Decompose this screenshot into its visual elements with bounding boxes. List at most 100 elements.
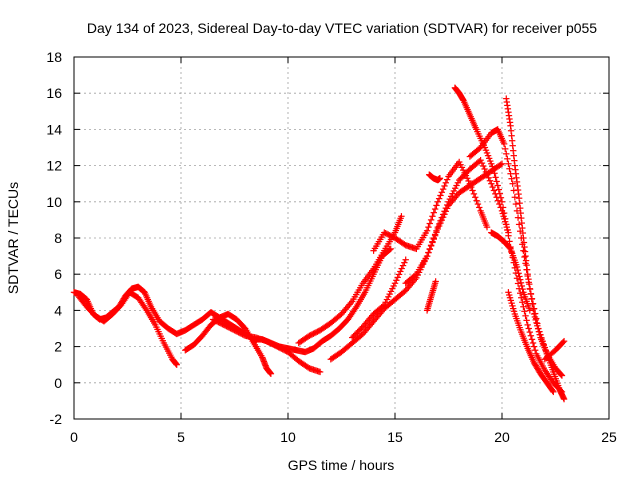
series-track-12	[503, 95, 568, 403]
x-tick-label: 10	[280, 429, 296, 445]
data-point-marker	[393, 277, 400, 284]
data-point-marker	[506, 238, 513, 245]
data-point-marker	[441, 208, 448, 215]
data-point-marker	[386, 246, 393, 253]
data-point-marker	[435, 195, 443, 202]
data-point-marker	[438, 214, 446, 221]
data-point-marker	[482, 168, 490, 176]
data-point-marker	[489, 183, 496, 191]
data-point-marker	[476, 204, 483, 211]
series-track-6	[327, 160, 506, 363]
series-track-13	[505, 289, 557, 396]
data-point-marker	[502, 145, 509, 153]
data-point-marker	[466, 180, 474, 187]
y-tick-label: 10	[46, 194, 62, 210]
data-point-marker	[530, 305, 537, 313]
data-point-marker	[526, 307, 534, 314]
data-point-marker	[495, 186, 502, 193]
data-point-marker	[423, 227, 431, 234]
y-axis-label: SDTVAR / TECUs	[5, 182, 21, 294]
data-point-marker	[518, 282, 525, 290]
data-point-marker	[474, 200, 482, 208]
data-point-marker	[430, 234, 437, 242]
data-point-marker	[559, 339, 567, 346]
data-point-marker	[511, 194, 519, 201]
data-point-marker	[398, 265, 405, 272]
data-point-marker	[514, 266, 521, 274]
data-point-marker	[477, 156, 484, 164]
data-point-marker	[486, 177, 494, 184]
y-tick-label: 16	[46, 85, 62, 101]
x-tick-labels: 0 5 10 15 20 25	[70, 429, 617, 445]
data-point-marker	[316, 368, 324, 376]
x-tick-label: 15	[387, 429, 403, 445]
data-point-marker	[490, 166, 497, 173]
data-point-marker	[530, 343, 538, 350]
data-point-marker	[519, 285, 526, 293]
y-tick-labels: -2 0 2 4 6 8 10 12 14 16 18	[46, 49, 62, 427]
data-point-marker	[506, 165, 513, 172]
data-point-marker	[530, 310, 538, 318]
data-point-marker	[490, 187, 498, 194]
data-point-marker	[493, 178, 500, 185]
series-track-9	[402, 156, 512, 287]
data-point-marker	[435, 220, 443, 228]
data-point-marker	[442, 204, 450, 212]
data-point-marker	[429, 213, 436, 220]
data-point-marker	[529, 339, 537, 347]
data-point-marker	[491, 170, 498, 177]
y-tick-label: 4	[54, 302, 62, 318]
data-point-marker	[504, 226, 511, 234]
data-point-marker	[426, 245, 433, 253]
data-point-marker	[426, 220, 433, 227]
axis-ticks	[73, 56, 610, 420]
data-point-marker	[437, 192, 444, 199]
data-points	[70, 84, 568, 403]
data-point-marker	[522, 312, 529, 320]
data-point-marker	[513, 207, 521, 215]
data-point-marker	[494, 182, 501, 189]
data-point-marker	[557, 371, 565, 378]
y-tick-label: -2	[50, 411, 63, 427]
data-point-marker	[516, 276, 524, 283]
data-point-marker	[480, 162, 487, 170]
data-point-marker	[431, 205, 439, 213]
data-point-marker	[431, 231, 439, 238]
data-point-marker	[425, 223, 432, 231]
y-tick-label: 2	[54, 339, 62, 355]
data-point-marker	[427, 242, 435, 249]
y-tick-label: 8	[54, 230, 62, 246]
data-point-marker	[173, 361, 180, 368]
data-point-marker	[402, 256, 409, 263]
data-point-marker	[399, 262, 407, 269]
chart-title: Day 134 of 2023, Sidereal Day-to-day VTE…	[87, 20, 597, 36]
x-tick-label: 0	[70, 429, 78, 445]
data-point-marker	[532, 316, 539, 324]
data-point-marker	[443, 176, 451, 183]
data-point-marker	[514, 280, 522, 287]
data-point-marker	[438, 189, 446, 196]
data-point-marker	[496, 190, 504, 197]
data-point-marker	[528, 295, 535, 303]
data-point-marker	[423, 252, 431, 260]
data-point-marker	[519, 299, 526, 306]
x-tick-label: 20	[494, 429, 510, 445]
data-point-marker	[505, 232, 512, 239]
data-point-marker	[525, 325, 532, 332]
data-point-marker	[516, 290, 524, 297]
data-point-marker	[434, 198, 441, 205]
data-point-marker	[527, 290, 535, 298]
data-point-marker	[442, 179, 450, 186]
y-tick-label: 18	[46, 49, 62, 65]
data-point-marker	[439, 211, 447, 218]
y-tick-label: 6	[54, 266, 62, 282]
data-point-marker	[441, 182, 448, 190]
data-point-marker	[432, 278, 439, 285]
series-track-8	[370, 158, 491, 254]
data-point-marker	[550, 388, 557, 396]
data-point-marker	[500, 209, 508, 217]
data-point-marker	[524, 271, 531, 278]
data-point-marker	[391, 280, 399, 287]
data-point-marker	[512, 200, 520, 208]
data-point-marker	[394, 274, 401, 281]
